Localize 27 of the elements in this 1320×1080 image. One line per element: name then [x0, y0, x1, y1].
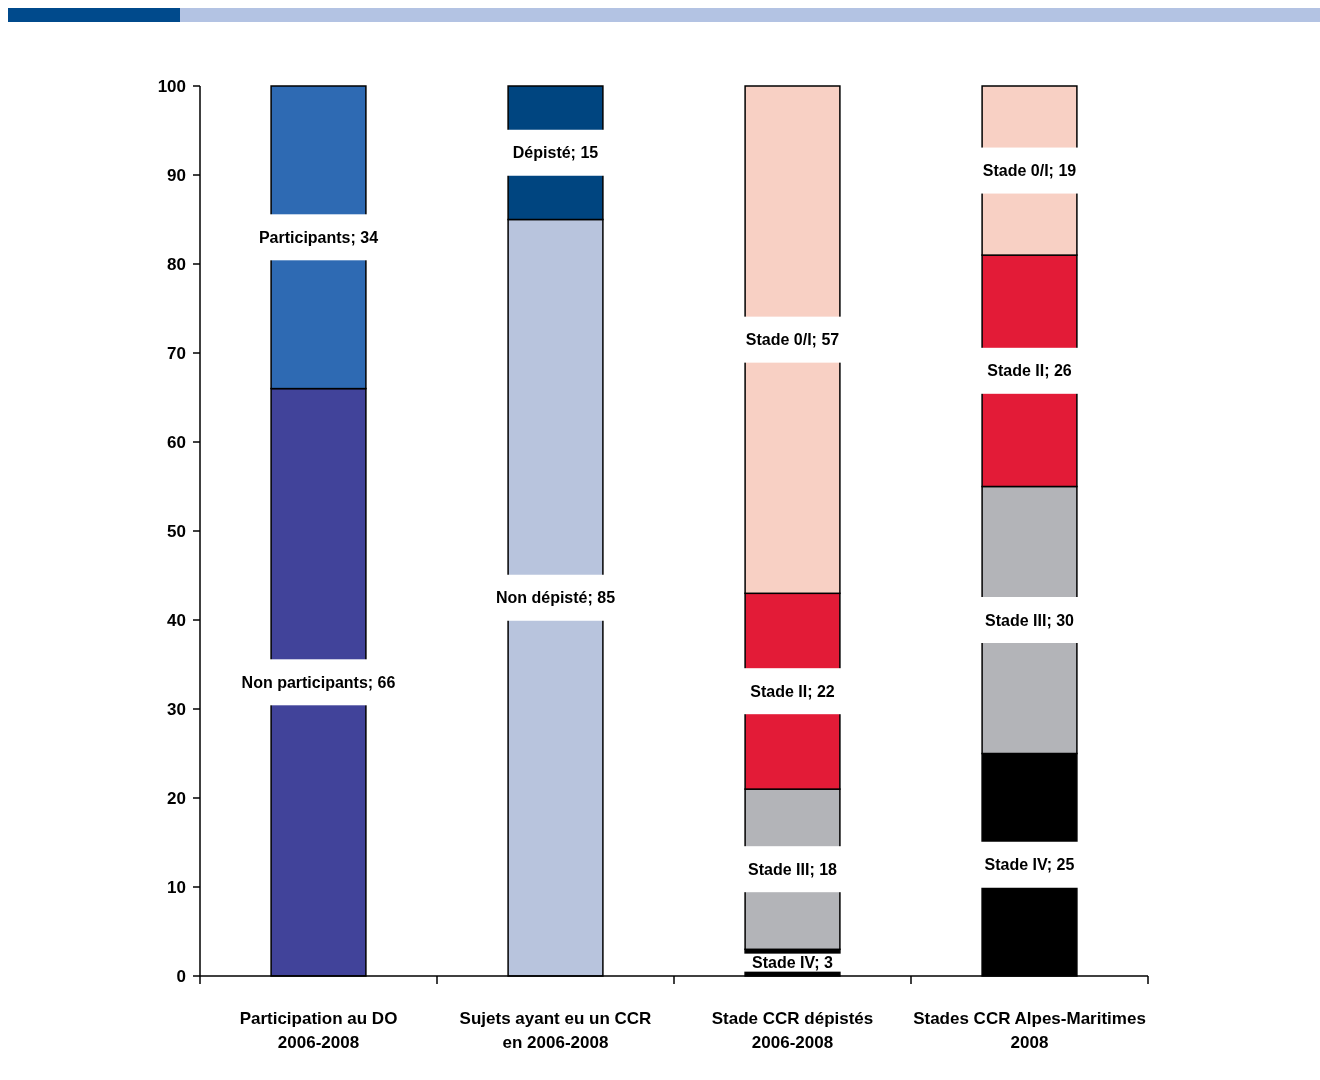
y-tick-label: 40 [167, 610, 186, 630]
data-label: Stade II; 26 [987, 362, 1072, 380]
y-tick-label: 100 [157, 76, 186, 96]
y-tick-label: 70 [167, 343, 186, 363]
y-tick-label: 80 [167, 254, 186, 274]
y-tick-label: 50 [167, 521, 186, 541]
data-label: Stade IV; 25 [984, 856, 1075, 874]
y-tick-label: 90 [167, 165, 186, 185]
data-label: Participants; 34 [258, 228, 379, 246]
data-label: Non dépisté; 85 [495, 589, 616, 607]
y-tick-label: 20 [167, 788, 186, 808]
x-tick-label: Sujets ayant eu un CCR en 2006-2008 [459, 1009, 652, 1052]
data-label: Non participants; 66 [241, 673, 396, 691]
data-label: Stade IV; 3 [752, 954, 834, 972]
y-tick-label: 0 [176, 966, 186, 986]
x-tick-label: Stades CCR Alpes-Maritimes 2008 [913, 1009, 1146, 1052]
x-tick-label: Stade CCR dépistés 2006-2008 [711, 1009, 874, 1052]
data-label: Dépisté; 15 [512, 144, 599, 162]
y-tick-label: 10 [167, 877, 186, 897]
y-tick-label: 30 [167, 699, 186, 719]
data-label: Stade III; 30 [985, 611, 1075, 629]
data-label: Stade 0/I; 57 [745, 331, 840, 349]
x-tick-label: Participation au DO 2006-2008 [239, 1009, 398, 1052]
data-label: Stade II; 22 [750, 682, 835, 700]
data-label: Stade III; 18 [748, 860, 838, 878]
y-tick-label: 60 [167, 432, 186, 452]
data-label: Stade 0/I; 19 [982, 162, 1077, 180]
